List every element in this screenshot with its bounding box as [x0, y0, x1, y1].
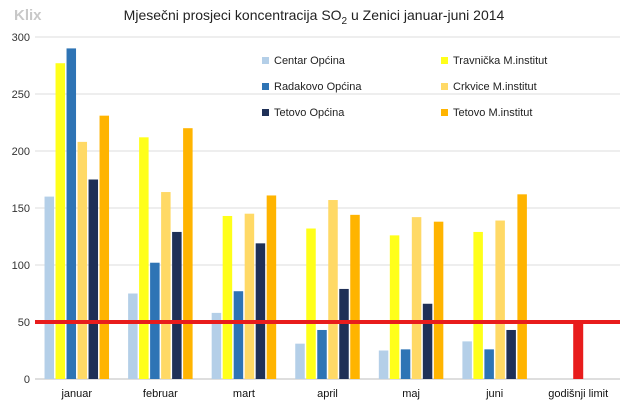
legend-label: Crkvice M.institut [453, 81, 537, 93]
bar [495, 220, 505, 379]
bar [233, 291, 244, 379]
legend-swatch [441, 109, 448, 116]
x-tick-label: februar [143, 388, 178, 400]
bar [55, 63, 66, 379]
bar [506, 329, 516, 379]
bar [473, 231, 483, 379]
y-tick-label: 200 [12, 146, 30, 158]
bar [172, 231, 182, 379]
chart-title-main: Mjesečni prosjeci koncentracija SO [124, 7, 342, 23]
y-tick-label: 50 [18, 317, 30, 329]
legend-label: Radakovo Općina [274, 81, 362, 93]
bar [99, 115, 110, 379]
bar [77, 141, 88, 379]
bar [328, 200, 338, 379]
bar [211, 312, 222, 379]
bar [339, 288, 349, 379]
bar [44, 196, 55, 379]
bar [378, 350, 389, 379]
bar [350, 214, 360, 379]
y-tick-label: 0 [24, 374, 30, 386]
x-tick-label: juni [485, 388, 503, 400]
y-tick-label: 250 [12, 89, 30, 101]
bar [517, 194, 527, 379]
bar [462, 341, 472, 379]
legend-label: Tetovo Općina [274, 107, 345, 119]
x-tick-label: januar [60, 388, 92, 400]
bar [161, 192, 171, 379]
bars [44, 48, 527, 380]
bar [66, 48, 77, 380]
bar [222, 215, 233, 379]
bar [400, 349, 411, 379]
bar [484, 349, 494, 379]
legend-label: Centar Općina [274, 55, 346, 67]
chart-title: Mjesečni prosjeci koncentracija SO2 u Ze… [124, 7, 505, 27]
bar [422, 303, 433, 379]
limit-bar [573, 322, 584, 379]
legend-swatch [441, 57, 448, 64]
chart-title-rest: u Zenici januar-juni 2014 [347, 7, 504, 23]
bar [306, 228, 316, 379]
bar [88, 179, 99, 379]
x-tick-label: godišnji limit [548, 388, 608, 400]
y-tick-label: 300 [12, 32, 30, 44]
bar [139, 137, 149, 379]
bar [183, 128, 193, 379]
bar [389, 235, 400, 379]
y-tick-label: 150 [12, 203, 30, 215]
legend-swatch [262, 109, 269, 116]
bar [244, 213, 255, 379]
x-tick-label: maj [402, 388, 420, 400]
bar [128, 293, 138, 379]
legend: Centar Općina Travnička M.institut Radakov… [262, 55, 547, 119]
chart-title-subscript: 2 [342, 16, 348, 27]
limit-markers [35, 320, 620, 379]
bar [433, 221, 444, 379]
legend-label: Travnička M.institut [453, 55, 547, 67]
x-axis-labels: januar februar mart april maj juni godišnji li… [60, 388, 608, 400]
legend-swatch [262, 57, 269, 64]
y-axis-ticks: 0 50 100 150 200 250 300 [12, 32, 30, 386]
x-tick-label: april [317, 388, 338, 400]
watermark-logo: Klix [14, 7, 42, 24]
legend-label: Tetovo M.institut [453, 107, 532, 119]
bar [255, 243, 266, 379]
x-tick-label: mart [233, 388, 255, 400]
legend-swatch [441, 83, 448, 90]
bar [317, 329, 327, 379]
legend-swatch [262, 83, 269, 90]
bar [266, 195, 277, 379]
bar [411, 217, 422, 379]
bar [295, 343, 305, 379]
y-tick-label: 100 [12, 260, 30, 272]
